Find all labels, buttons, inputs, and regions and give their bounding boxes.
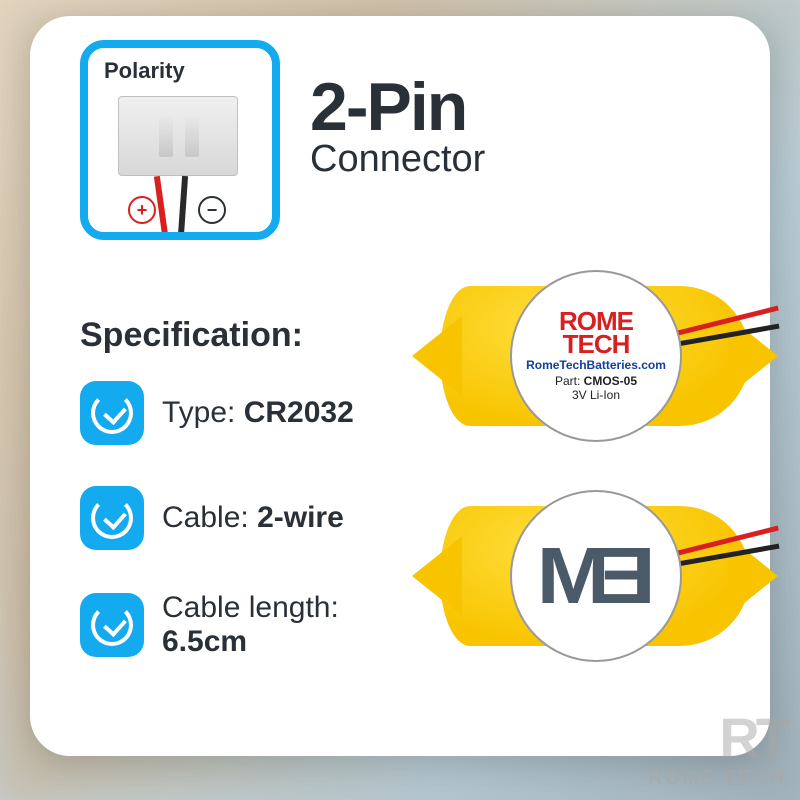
spec-row-length: Cable length: 6.5cm <box>80 591 339 659</box>
spec-text-type: Type: CR2032 <box>162 396 354 430</box>
check-icon <box>80 593 144 657</box>
heading: 2-Pin Connector <box>310 68 485 181</box>
battery-top: ROME TECH RomeTechBatteries.com Part: CM… <box>440 256 750 456</box>
battery-adhesive-disc: ME <box>510 490 682 662</box>
connector-pin-2 <box>185 117 199 157</box>
wire-black <box>178 176 188 236</box>
polarity-label: Polarity <box>104 58 185 84</box>
spec-value: CR2032 <box>244 396 354 429</box>
watermark: RT ROME TECH <box>648 716 786 790</box>
battery-bottom: ME <box>440 476 750 676</box>
polarity-plus-icon: + <box>128 196 156 224</box>
wire-red <box>154 176 168 236</box>
check-icon <box>80 486 144 550</box>
watermark-text: ROME TECH <box>648 767 786 790</box>
product-card: Polarity + − 2-Pin Connector Specificati… <box>30 16 770 756</box>
spec-label: Cable: <box>162 501 257 534</box>
brand-url: RomeTechBatteries.com <box>526 358 666 372</box>
battery-label-disc: ROME TECH RomeTechBatteries.com Part: CM… <box>510 270 682 442</box>
brand-part: Part: CMOS-05 <box>555 374 637 388</box>
connector-pin-1 <box>159 117 173 157</box>
heading-title: 2-Pin <box>310 68 485 146</box>
spec-value: 2-wire <box>257 501 344 534</box>
spec-row-type: Type: CR2032 <box>80 381 354 445</box>
spec-row-cable: Cable: 2-wire <box>80 486 344 550</box>
spec-label: Type: <box>162 396 244 429</box>
watermark-logo: RT <box>648 716 786 761</box>
spec-heading: Specification: <box>80 316 303 355</box>
connector-illustration <box>118 96 238 176</box>
part-value: CMOS-05 <box>584 374 637 388</box>
brand-line2: TECH <box>563 333 630 356</box>
check-icon <box>80 381 144 445</box>
spec-text-cable: Cable: 2-wire <box>162 501 344 535</box>
brand-voltage: 3V Li-Ion <box>572 388 620 402</box>
part-label: Part: <box>555 374 584 388</box>
adhesive-brand: ME <box>537 530 656 622</box>
polarity-minus-icon: − <box>198 196 226 224</box>
heading-subtitle: Connector <box>310 138 485 181</box>
spec-text-length: Cable length: 6.5cm <box>162 591 339 659</box>
spec-label: Cable length: <box>162 591 339 624</box>
spec-value: 6.5cm <box>162 625 247 658</box>
polarity-box: Polarity + − <box>80 40 280 240</box>
